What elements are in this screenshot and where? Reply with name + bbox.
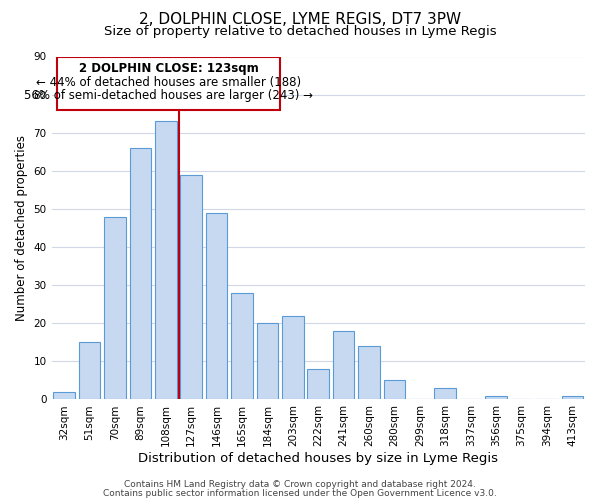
Bar: [333, 331, 355, 400]
Text: Contains public sector information licensed under the Open Government Licence v3: Contains public sector information licen…: [103, 488, 497, 498]
Text: Contains HM Land Registry data © Crown copyright and database right 2024.: Contains HM Land Registry data © Crown c…: [124, 480, 476, 489]
Bar: [485, 396, 507, 400]
Bar: [79, 342, 100, 400]
Bar: [562, 396, 583, 400]
X-axis label: Distribution of detached houses by size in Lyme Regis: Distribution of detached houses by size …: [138, 452, 498, 465]
Bar: [53, 392, 75, 400]
Text: ← 44% of detached houses are smaller (188): ← 44% of detached houses are smaller (18…: [36, 76, 301, 88]
Text: 2 DOLPHIN CLOSE: 123sqm: 2 DOLPHIN CLOSE: 123sqm: [79, 62, 258, 75]
Bar: [257, 323, 278, 400]
Bar: [383, 380, 405, 400]
Bar: [130, 148, 151, 400]
Bar: [282, 316, 304, 400]
Bar: [307, 369, 329, 400]
Y-axis label: Number of detached properties: Number of detached properties: [15, 135, 28, 321]
Bar: [231, 293, 253, 400]
Bar: [155, 122, 176, 400]
Text: 2, DOLPHIN CLOSE, LYME REGIS, DT7 3PW: 2, DOLPHIN CLOSE, LYME REGIS, DT7 3PW: [139, 12, 461, 28]
Bar: [434, 388, 456, 400]
Bar: [206, 212, 227, 400]
Bar: [181, 174, 202, 400]
Text: 56% of semi-detached houses are larger (243) →: 56% of semi-detached houses are larger (…: [24, 89, 313, 102]
Bar: [104, 216, 126, 400]
Bar: [358, 346, 380, 400]
Text: Size of property relative to detached houses in Lyme Regis: Size of property relative to detached ho…: [104, 25, 496, 38]
FancyBboxPatch shape: [56, 56, 280, 110]
